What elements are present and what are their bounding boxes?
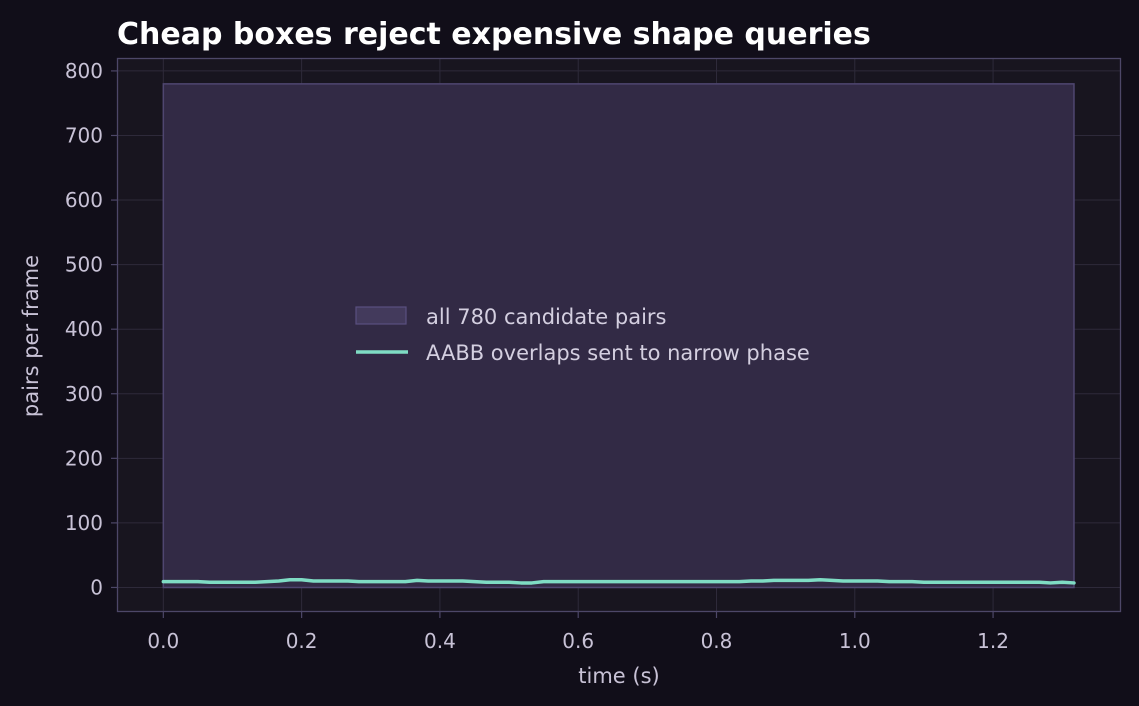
y-tick-label: 700 [65,123,103,147]
y-tick-label: 0 [90,575,103,599]
legend-label-area: all 780 candidate pairs [426,305,667,329]
chart-title: Cheap boxes reject expensive shape queri… [117,17,871,52]
x-tick-label: 0.4 [424,629,456,653]
y-axis-label: pairs per frame [19,255,43,417]
y-axis: 0 100 200 300 400 500 600 700 800 [65,59,117,599]
legend: all 780 candidate pairs AABB overlaps se… [355,305,810,365]
y-tick-label: 500 [65,253,103,277]
x-axis: 0.0 0.2 0.4 0.6 0.8 1.0 1.2 [147,612,1009,653]
aabb-overlaps-line [161,577,1076,585]
x-tick-label: 0.8 [701,629,733,653]
y-tick-label: 400 [65,317,103,341]
legend-label-line: AABB overlaps sent to narrow phase [426,341,810,365]
y-tick-label: 600 [65,188,103,212]
y-tick-label: 800 [65,59,103,83]
x-tick-label: 1.2 [977,629,1009,653]
x-tick-label: 0.6 [562,629,594,653]
x-tick-label: 0.0 [147,629,179,653]
x-tick-label: 0.2 [286,629,318,653]
x-tick-label: 1.0 [839,629,871,653]
y-tick-label: 300 [65,382,103,406]
candidate-pairs-area [162,83,1075,589]
y-tick-label: 100 [65,511,103,535]
legend-swatch-area [355,306,407,325]
x-axis-label: time (s) [578,664,659,688]
plot-frame [116,57,1122,613]
y-tick-label: 200 [65,446,103,470]
